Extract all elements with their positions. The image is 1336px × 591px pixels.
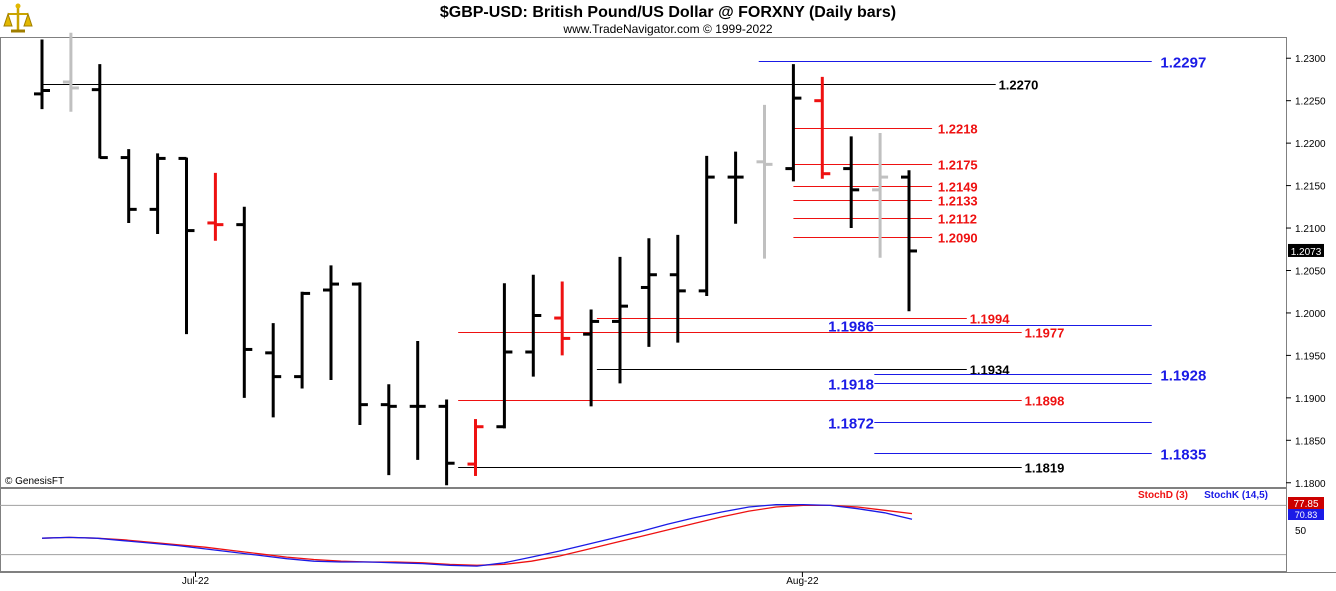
price-tick-label: 1.2100 [1295,224,1326,235]
ohlc-bar [901,170,917,312]
price-tick-label: 1.2000 [1295,309,1326,320]
ohlc-bar [698,155,715,296]
date-tick-label: Aug-22 [786,576,819,587]
price-tick-label: 1.1850 [1295,436,1326,447]
price-tick-label: 1.2200 [1295,139,1326,150]
date-axis: Jul-22 Aug-22 [182,572,819,587]
level-label: 1.2270 [999,78,1039,93]
level-label: 1.2133 [938,194,978,209]
ohlc-bar [727,151,744,224]
stochk-last-label: 70.83 [1295,510,1318,520]
stoch-legend-label: StochD (3) [1138,490,1188,501]
ohlc-bar [236,206,253,398]
trade-navigator-logo [3,3,33,33]
ohlc-bar [756,104,773,259]
ohlc-bar [323,265,339,381]
ohlc-bar [91,64,108,160]
watermark-label: © GenesisFT [5,476,64,487]
date-tick-label: Jul-22 [182,576,210,587]
level-label: 1.1934 [970,363,1011,378]
ohlc-bar [525,274,542,377]
stoch-series-line [41,504,913,566]
ohlc-bar [583,309,600,407]
level-label: 1.1928 [1160,368,1206,385]
level-label: 1.2090 [938,231,978,246]
ohlc-bar [467,419,484,476]
price-tick-label: 1.1900 [1295,394,1326,405]
price-tick-label: 1.2250 [1295,97,1326,108]
ohlc-bar [496,283,513,429]
level-label: 1.2218 [938,122,978,137]
stochd-last-label: 77.85 [1293,499,1318,510]
ohlc-bar [120,149,137,223]
level-label: 1.2175 [938,158,978,173]
ohlc-bar [34,39,50,110]
price-panel-frame [0,37,1287,488]
chart-subtitle: www.TradeNavigator.com © 1999-2022 [562,22,772,36]
level-label: 1.1977 [1025,326,1065,341]
last-price-tag [1288,243,1324,257]
stoch-tick-label: 50 [1295,526,1307,537]
level-label: 1.1994 [970,312,1011,327]
stoch-panel-frame [0,488,1287,572]
last-price-label: 1.2073 [1291,247,1322,258]
ohlc-bar [640,238,657,347]
ohlc-bar [669,234,686,343]
ohlc-bar [785,64,802,182]
price-tick-label: 1.1800 [1295,479,1326,490]
price-tick-label: 1.2150 [1295,182,1326,193]
level-label: 1.1835 [1160,447,1206,464]
level-label: 1.2149 [938,180,978,195]
price-tick-label: 1.2300 [1295,54,1326,65]
ohlc-bar [872,132,889,258]
price-tick-label: 1.2050 [1295,266,1326,277]
level-label: 1.1898 [1025,394,1065,409]
price-tick-label: 1.1950 [1295,351,1326,362]
ohlc-bar [814,76,831,179]
stoch-legend-label: StochK (14,5) [1204,490,1268,501]
ohlc-bar [265,323,282,418]
stochd-last-tag [1288,497,1324,509]
level-label: 1.1819 [1025,461,1065,476]
ohlc-bar [207,172,224,241]
ohlc-bar [380,384,397,476]
ohlc-bar [149,153,166,234]
level-label: 1.1872 [828,416,874,433]
stochk-last-tag [1288,509,1324,520]
ohlc-bar [294,291,311,389]
ohlc-bar [178,156,195,335]
ohlc-bar [409,340,426,460]
level-label: 1.1986 [828,319,874,336]
ohlc-bars [34,32,917,486]
level-label: 1.2112 [938,212,977,227]
ohlc-bar [351,282,368,426]
price-axis: 1.1800 1.1850 1.1900 1.1950 1.2000 1.2050 1.21… [1286,54,1326,490]
level-label: 1.1918 [828,377,874,394]
ohlc-bar [554,281,571,356]
chart-title: $GBP-USD: British Pound/US Dollar @ FORX… [440,4,896,21]
ohlc-bar [612,256,628,384]
ohlc-bar [438,399,455,486]
stoch-series-line [41,503,913,567]
ohlc-bar [843,136,860,229]
level-label: 1.2297 [1160,55,1206,72]
ohlc-bar [62,32,79,112]
